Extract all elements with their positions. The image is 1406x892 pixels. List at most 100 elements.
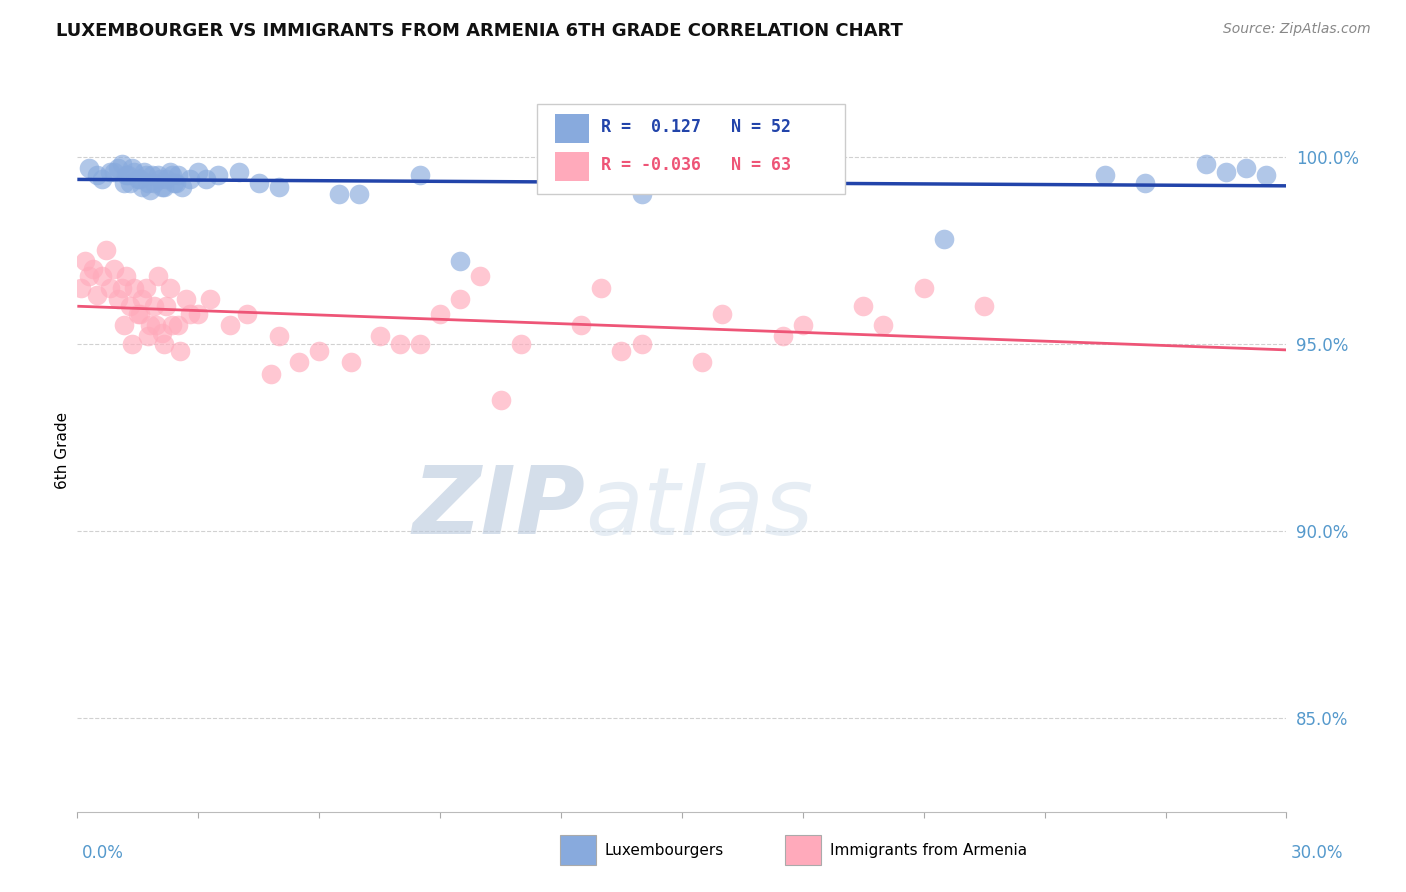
Point (112, 318, 135, 332)
Point (145, 318, 167, 332)
Point (121, 336, 143, 351)
Point (429, 307, 451, 321)
Point (267, 329, 290, 343)
Point (219, 318, 242, 332)
Point (1195, 157, 1218, 171)
Point (146, 269, 169, 284)
Text: Luxembourgers: Luxembourgers (605, 843, 724, 857)
Point (1256, 169, 1278, 183)
Point (328, 187, 350, 202)
Point (132, 164, 155, 178)
Point (139, 183, 162, 197)
Point (772, 329, 794, 343)
Point (449, 292, 471, 306)
Point (1135, 176, 1157, 190)
Point (247, 176, 270, 190)
Point (149, 172, 172, 186)
Point (163, 176, 186, 190)
Point (117, 169, 139, 183)
Text: R = -0.036   N = 63: R = -0.036 N = 63 (600, 156, 792, 174)
Point (932, 232, 955, 246)
Point (135, 169, 157, 183)
Point (131, 292, 153, 306)
Bar (555, 114, 589, 144)
Point (912, 280, 935, 294)
Point (82, 261, 104, 276)
Point (409, 169, 432, 183)
Point (1094, 169, 1116, 183)
Point (711, 307, 734, 321)
Point (1234, 161, 1257, 175)
Point (86, 169, 108, 183)
Point (187, 307, 209, 321)
Point (111, 280, 134, 294)
Point (187, 164, 209, 178)
Point (114, 169, 136, 183)
Text: atlas: atlas (585, 463, 814, 554)
Point (103, 261, 125, 276)
Text: 0.0%: 0.0% (82, 844, 124, 862)
Point (86, 288, 108, 302)
Point (128, 307, 150, 321)
Point (852, 299, 875, 313)
Point (470, 269, 492, 284)
Point (630, 336, 652, 351)
Point (135, 280, 157, 294)
Point (160, 169, 183, 183)
Text: Immigrants from Armenia: Immigrants from Armenia (830, 843, 1026, 857)
Point (114, 269, 136, 284)
Point (195, 172, 218, 186)
Point (179, 172, 201, 186)
FancyBboxPatch shape (537, 103, 845, 194)
Point (690, 355, 713, 369)
Point (159, 164, 181, 178)
Point (94, 243, 117, 257)
Point (591, 280, 613, 294)
Point (121, 161, 143, 175)
Point (127, 172, 149, 186)
Point (142, 176, 165, 190)
Point (128, 172, 150, 186)
Point (98, 164, 121, 178)
Point (449, 254, 471, 268)
Point (118, 176, 141, 190)
Point (1215, 164, 1237, 178)
Point (160, 318, 183, 332)
Point (308, 344, 330, 359)
Point (200, 292, 222, 306)
Point (131, 179, 153, 194)
Text: ZIP: ZIP (412, 462, 585, 554)
Point (228, 164, 250, 178)
Point (872, 318, 894, 332)
Point (142, 299, 165, 313)
Point (489, 392, 512, 407)
Point (150, 326, 173, 340)
Point (90, 172, 112, 186)
Point (155, 299, 177, 313)
Point (167, 169, 190, 183)
Point (340, 355, 363, 369)
Point (98, 280, 121, 294)
Point (174, 292, 197, 306)
Text: Source: ZipAtlas.com: Source: ZipAtlas.com (1223, 22, 1371, 37)
Y-axis label: 6th Grade: 6th Grade (55, 412, 70, 489)
Point (235, 307, 257, 321)
Point (159, 280, 181, 294)
Point (79, 269, 101, 284)
Point (368, 329, 391, 343)
Point (409, 336, 432, 351)
Point (169, 344, 191, 359)
Point (79, 161, 101, 175)
Point (267, 179, 290, 194)
Point (111, 157, 134, 171)
Point (288, 355, 311, 369)
Point (136, 176, 159, 190)
Point (973, 299, 995, 313)
Point (139, 318, 162, 332)
Point (136, 329, 159, 343)
Point (90, 269, 112, 284)
Point (349, 187, 371, 202)
Bar (555, 152, 589, 181)
Point (107, 161, 129, 175)
Point (610, 344, 633, 359)
